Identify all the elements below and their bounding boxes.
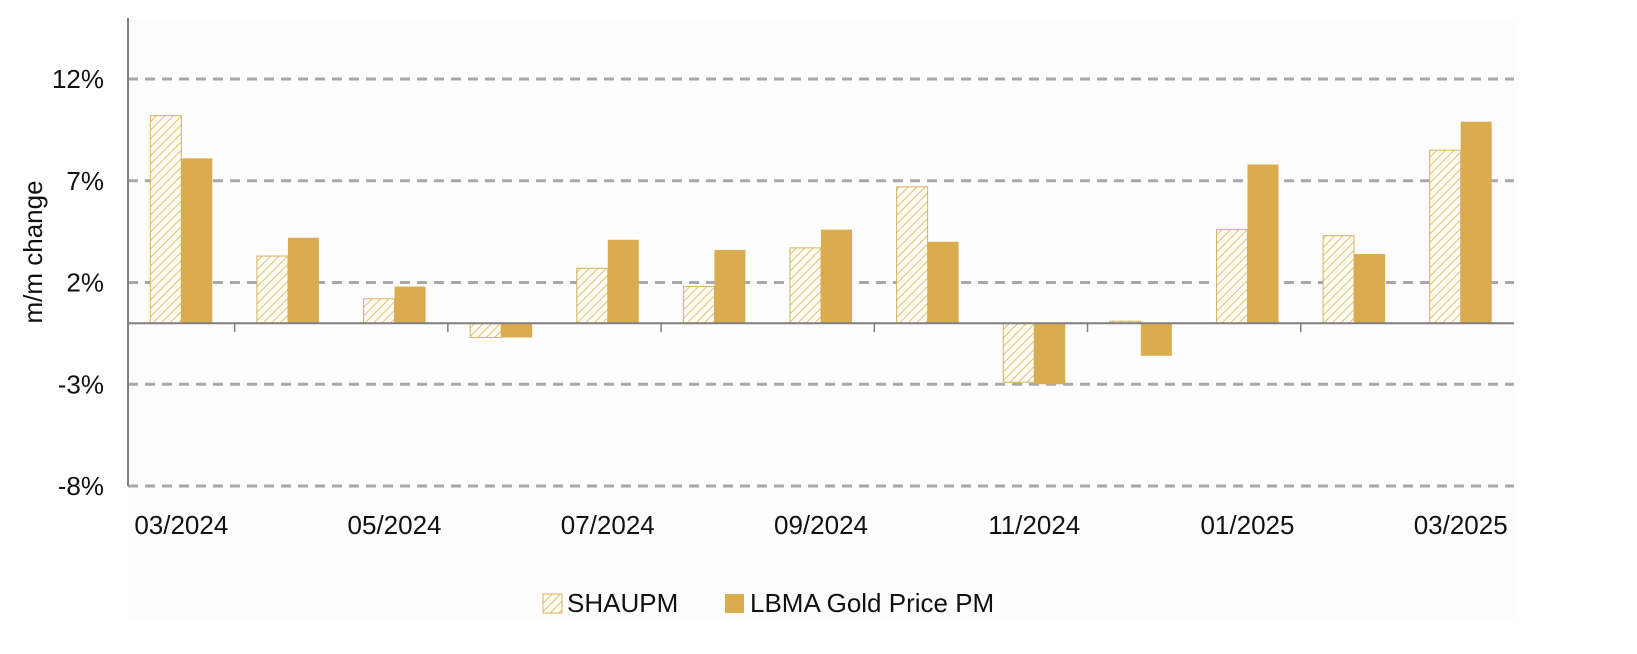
bar-lbma-gold-price-pm <box>501 323 533 338</box>
legend-label: SHAUPM <box>567 588 678 618</box>
bar-lbma-gold-price-pm <box>394 286 426 324</box>
bar-lbma-gold-price-pm <box>821 229 852 324</box>
y-axis-title: m/m change <box>18 180 48 323</box>
bar-shaupm <box>576 267 609 324</box>
legend-swatch-shaupm <box>542 593 563 614</box>
axes <box>127 18 1514 486</box>
x-tick-label: 07/2024 <box>561 510 655 540</box>
bar-shaupm <box>363 298 396 324</box>
bar-shaupm <box>896 186 929 324</box>
x-tick-label: 05/2024 <box>348 510 442 540</box>
x-tick-label: 03/2025 <box>1414 510 1508 540</box>
x-tick-label: 11/2024 <box>988 510 1080 540</box>
bar-lbma-gold-price-pm <box>607 239 639 324</box>
y-tick-label: -8% <box>58 471 104 501</box>
bar-lbma-gold-price-pm <box>714 249 746 324</box>
bars <box>149 115 1492 385</box>
legend-label: LBMA Gold Price PM <box>750 588 994 618</box>
bar-shaupm <box>1002 322 1035 383</box>
gridlines <box>128 77 1514 488</box>
bar-lbma-gold-price-pm <box>181 158 213 324</box>
bar-shaupm <box>1215 229 1248 324</box>
bar-lbma-gold-price-pm <box>1140 323 1172 356</box>
y-tick-label: 12% <box>52 64 104 94</box>
y-tick-label: -3% <box>58 369 104 399</box>
bar-lbma-gold-price-pm <box>927 241 959 324</box>
x-tick-labels: 03/2024 05/2024 07/2024 09/2024 11/2024 01/20… <box>134 510 1507 540</box>
bar-shaupm <box>149 115 182 324</box>
bar-shaupm <box>682 286 715 324</box>
bar-shaupm <box>789 247 822 324</box>
bar-lbma-gold-price-pm <box>1247 164 1279 324</box>
y-tick-label: 7% <box>66 166 104 196</box>
bar-shaupm <box>256 255 289 324</box>
bar-shaupm <box>1322 235 1355 324</box>
x-tick-label: 03/2024 <box>134 510 228 540</box>
bar-shaupm <box>1429 149 1462 324</box>
y-tick-label: 2% <box>66 268 104 298</box>
legend: SHAUPM LBMA Gold Price PM <box>542 588 994 618</box>
bar-shaupm <box>469 322 502 338</box>
y-tick-labels: 12% 7% 2% -3% -8% <box>52 64 104 501</box>
bar-lbma-gold-price-pm <box>1460 121 1492 324</box>
bar-lbma-gold-price-pm <box>287 237 319 324</box>
x-tick-label: 09/2024 <box>774 510 868 540</box>
bar-lbma-gold-price-pm <box>1034 323 1066 385</box>
legend-swatch-lbma <box>725 594 744 613</box>
x-tick-label: 01/2025 <box>1200 510 1294 540</box>
bar-lbma-gold-price-pm <box>1354 254 1386 324</box>
